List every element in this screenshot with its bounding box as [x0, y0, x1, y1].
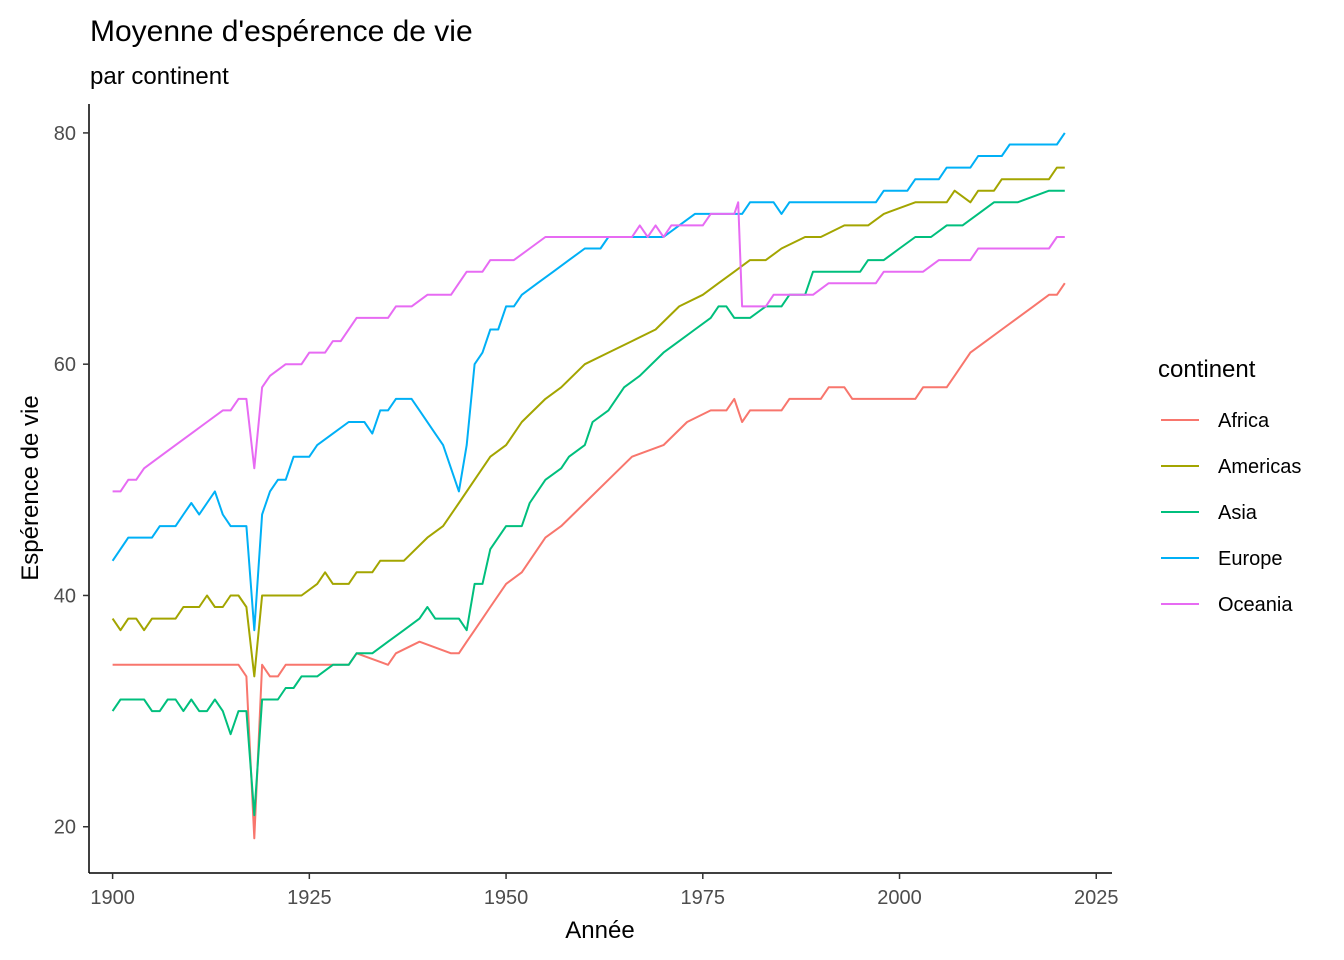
x-axis-ticks: 1900 1925 1950 1975 2000 2025 — [90, 873, 1119, 909]
chart-subtitle: par continent — [90, 63, 229, 90]
legend-label-oceania: Oceania — [1218, 594, 1293, 616]
x-tick-label: 1975 — [681, 887, 726, 909]
legend: continent Africa Americas Asia Europe Oceani… — [1158, 356, 1301, 616]
x-tick-label: 1900 — [90, 887, 135, 909]
series-line-americas — [111, 166, 1065, 678]
y-tick-label: 20 — [54, 817, 76, 839]
x-tick-label: 1950 — [484, 887, 529, 909]
series-line-africa — [112, 282, 1066, 840]
legend-label-africa: Africa — [1218, 410, 1270, 432]
x-tick-label: 2025 — [1074, 887, 1119, 909]
series-line-asia — [111, 189, 1065, 817]
legend-label-europe: Europe — [1218, 548, 1283, 570]
x-axis-title: Année — [565, 917, 634, 944]
series-line-europe — [111, 132, 1066, 632]
legend-title: continent — [1158, 356, 1256, 383]
plot-area — [111, 132, 1066, 840]
y-tick-label: 80 — [54, 123, 76, 145]
chart-title: Moyenne d'espérence de vie — [90, 15, 473, 48]
y-axis-ticks: 20 40 60 80 — [54, 123, 89, 839]
series-line-oceania — [112, 201, 1065, 493]
y-axis-title: Espérence de vie — [17, 395, 44, 580]
y-tick-label: 60 — [54, 354, 76, 376]
x-tick-label: 1925 — [287, 887, 332, 909]
legend-label-americas: Americas — [1218, 456, 1301, 478]
legend-label-asia: Asia — [1218, 502, 1258, 524]
y-tick-label: 40 — [54, 585, 76, 607]
x-tick-label: 2000 — [877, 887, 922, 909]
